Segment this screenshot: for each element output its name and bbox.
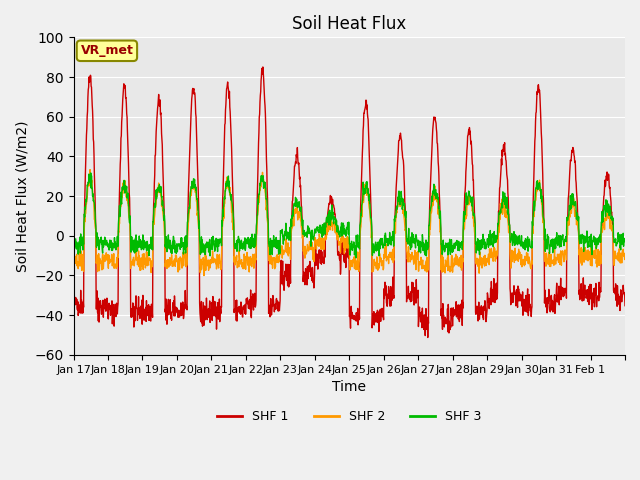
SHF 2: [480, 253, 488, 259]
SHF 3: [614, 236, 622, 241]
Legend: SHF 1, SHF 2, SHF 3: SHF 1, SHF 2, SHF 3: [212, 405, 486, 428]
Text: VR_met: VR_met: [81, 44, 133, 57]
SHF 3: [324, 222, 332, 228]
SHF 1: [70, 300, 77, 306]
SHF 1: [156, 102, 164, 108]
SHF 2: [200, 273, 208, 278]
SHF 2: [561, 248, 568, 254]
SHF 3: [352, 255, 360, 261]
SHF 3: [87, 170, 95, 176]
SHF 3: [480, 236, 488, 242]
SHF 3: [561, 239, 568, 245]
SHF 1: [621, 303, 629, 309]
SHF 3: [335, 228, 343, 234]
SHF 3: [156, 189, 164, 195]
SHF 2: [325, 218, 333, 224]
SHF 1: [561, 288, 568, 294]
Title: Soil Heat Flux: Soil Heat Flux: [292, 15, 406, 33]
SHF 1: [324, 204, 332, 210]
SHF 2: [70, 248, 77, 254]
SHF 3: [621, 239, 629, 244]
Line: SHF 2: SHF 2: [74, 169, 625, 276]
SHF 2: [156, 186, 164, 192]
Y-axis label: Soil Heat Flux (W/m2): Soil Heat Flux (W/m2): [15, 120, 29, 272]
SHF 3: [70, 244, 77, 250]
SHF 1: [424, 335, 431, 340]
SHF 1: [614, 300, 622, 306]
SHF 2: [335, 240, 343, 246]
Line: SHF 3: SHF 3: [74, 173, 625, 258]
SHF 2: [86, 167, 94, 172]
Line: SHF 1: SHF 1: [74, 67, 625, 337]
SHF 1: [259, 64, 267, 70]
SHF 2: [614, 258, 622, 264]
SHF 1: [335, 249, 343, 255]
X-axis label: Time: Time: [332, 380, 366, 394]
SHF 2: [621, 256, 629, 262]
SHF 1: [480, 303, 488, 309]
